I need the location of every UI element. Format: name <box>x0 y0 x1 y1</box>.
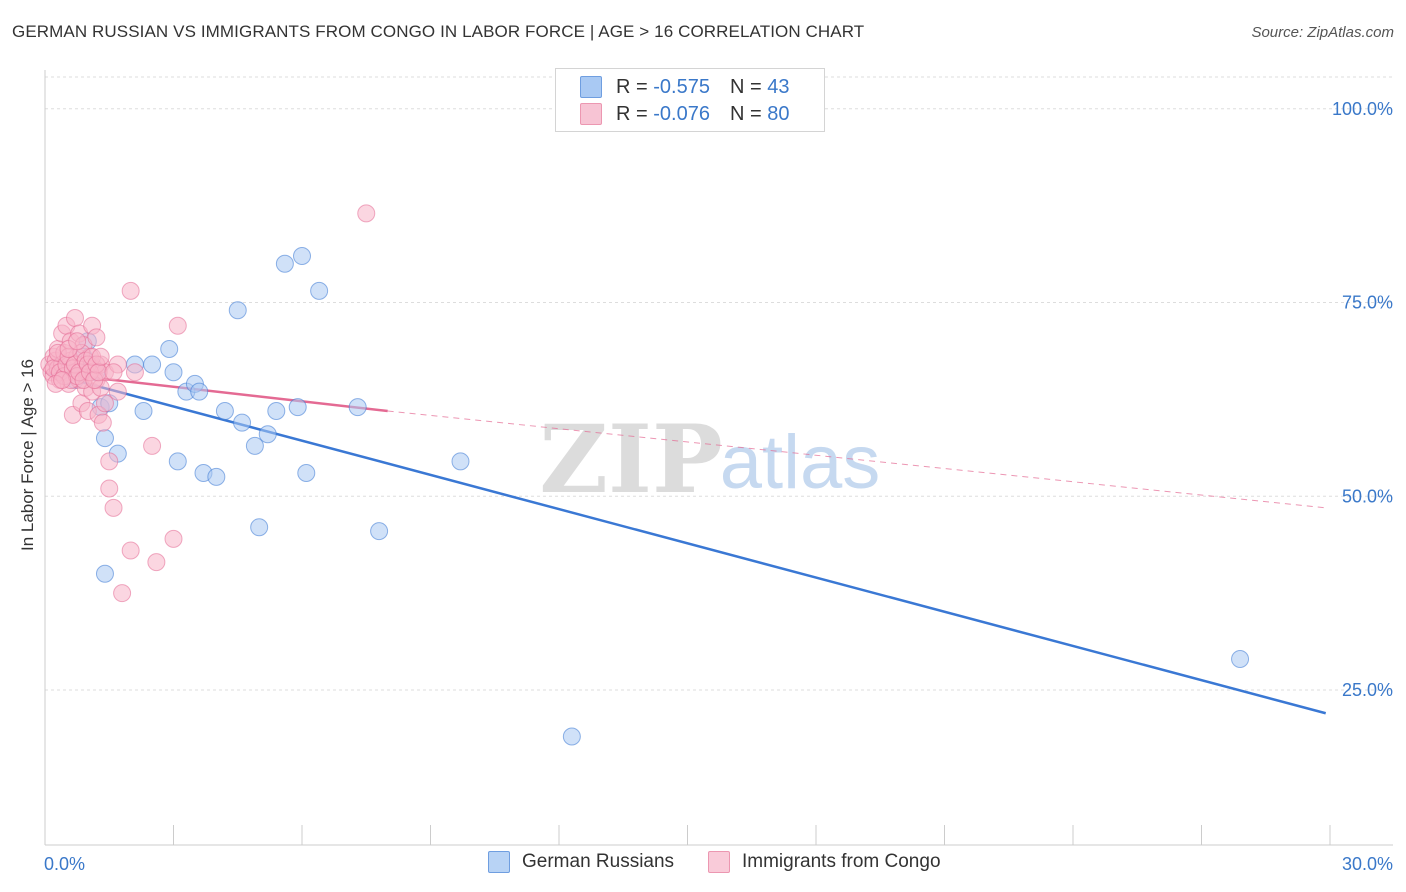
legend-r-label: R = <box>616 75 648 98</box>
point-congo <box>68 332 87 351</box>
watermark-atlas: atlas <box>720 420 881 505</box>
point-congo <box>108 382 127 401</box>
legend-german-russians: German Russians <box>488 851 674 873</box>
correlation-legend: R = -0.575 N = 43 R = -0.076 N = 80 <box>555 68 825 132</box>
grid-lines <box>45 76 1393 691</box>
chart-title: GERMAN RUSSIAN VS IMMIGRANTS FROM CONGO … <box>12 22 865 41</box>
point-german-russians <box>562 727 581 746</box>
point-congo <box>147 553 166 572</box>
point-congo <box>87 328 106 347</box>
point-german-russians <box>293 247 311 265</box>
axes <box>44 70 1393 846</box>
point-german-russians <box>95 564 114 583</box>
point-german-russians <box>267 402 286 420</box>
point-german-russians <box>275 254 294 273</box>
watermark: ZIP atlas <box>539 405 880 515</box>
point-german-russians <box>233 413 252 432</box>
point-congo <box>113 584 132 603</box>
legend-row-german-russians: R = -0.575 N = 43 <box>580 75 789 99</box>
point-congo <box>121 281 140 300</box>
legend-n-value: 80 <box>767 102 790 125</box>
point-german-russians <box>164 363 183 382</box>
point-german-russians <box>228 301 247 320</box>
legend-n-label: N = <box>729 75 762 98</box>
legend-r-label: R = <box>616 102 648 125</box>
point-congo <box>89 363 108 382</box>
tick-labels: 25.0% 50.0% 75.0% 100.0% 0.0% 30.0% <box>44 99 1393 874</box>
data-points <box>40 204 1250 746</box>
watermark-zip: ZIP <box>539 405 722 515</box>
point-congo <box>104 498 123 517</box>
point-german-russians <box>258 425 277 444</box>
y-tick-label: 75.0% <box>1342 293 1393 313</box>
point-german-russians <box>143 355 162 374</box>
point-german-russians <box>310 281 329 300</box>
point-german-russians <box>134 402 153 420</box>
trend-line-dashed <box>387 410 1326 509</box>
point-congo <box>121 541 140 560</box>
point-german-russians <box>288 398 307 417</box>
point-german-russians <box>95 429 114 448</box>
point-congo <box>100 479 119 498</box>
point-congo <box>95 394 114 413</box>
legend-swatch-blue <box>580 76 602 98</box>
y-tick-label: 50.0% <box>1342 486 1393 506</box>
point-congo <box>91 347 110 366</box>
legend-r-value: -0.575 <box>653 75 710 98</box>
point-german-russians <box>348 398 367 417</box>
legend-swatch-pink <box>580 103 602 125</box>
point-congo <box>164 529 183 548</box>
point-congo <box>93 413 112 432</box>
point-german-russians <box>245 436 264 455</box>
legend-label: German Russians <box>522 851 675 872</box>
point-congo <box>168 316 187 335</box>
source-label: Source: ZipAtlas.com <box>1251 24 1394 41</box>
point-german-russians <box>160 340 179 358</box>
point-german-russians <box>1231 650 1250 668</box>
legend-r-value: -0.076 <box>653 102 710 125</box>
legend-swatch-pink <box>708 851 730 873</box>
trend-line-solid <box>44 371 1327 715</box>
point-german-russians <box>451 452 470 471</box>
legend-swatch-blue <box>488 851 510 873</box>
point-german-russians <box>250 518 269 537</box>
point-german-russians <box>168 452 187 471</box>
point-congo <box>143 436 162 455</box>
legend-congo: Immigrants from Congo <box>708 851 941 873</box>
point-german-russians <box>207 467 226 486</box>
y-axis-label: In Labor Force | Age > 16 <box>18 358 37 552</box>
point-german-russians <box>297 464 316 482</box>
point-congo <box>100 452 119 471</box>
point-german-russians <box>190 382 209 401</box>
y-tick-label: 25.0% <box>1342 680 1393 700</box>
legend-n-label: N = <box>729 102 762 125</box>
x-tick-label: 30.0% <box>1342 854 1393 874</box>
point-german-russians <box>215 402 234 420</box>
point-congo <box>104 363 123 382</box>
legend-n-value: 43 <box>767 75 790 98</box>
point-congo <box>125 363 144 382</box>
point-congo <box>65 309 84 327</box>
point-congo <box>53 371 72 389</box>
y-tick-label: 100.0% <box>1332 99 1393 119</box>
x-tick-label: 0.0% <box>44 854 85 874</box>
legend-label: Immigrants from Congo <box>742 851 941 872</box>
legend-row-congo: R = -0.076 N = 80 <box>580 102 789 126</box>
point-german-russians <box>370 522 389 541</box>
point-congo <box>357 204 376 223</box>
